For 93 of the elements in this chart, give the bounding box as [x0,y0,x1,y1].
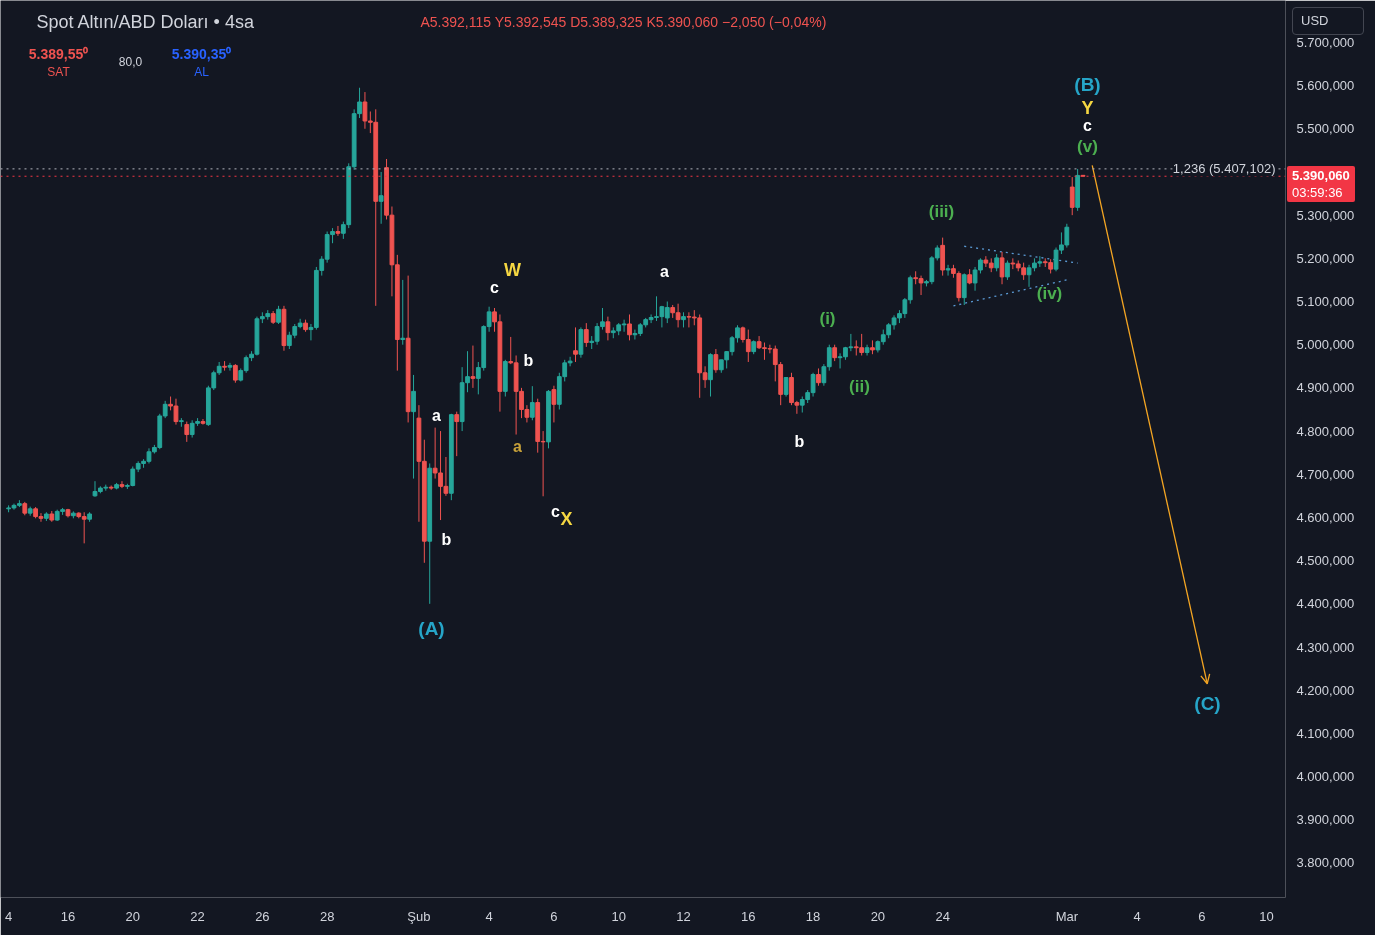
annotation: c [1083,117,1093,134]
x-tick-label: 4 [4,908,13,924]
annotation: a [660,263,670,280]
text: USD [1292,7,1364,35]
y-tick-label: 4.500,000 [1296,553,1355,569]
x-tick-label: Mar [1055,908,1079,924]
y-tick-label: 4.100,000 [1296,725,1355,741]
candlestick [119,480,125,489]
annotation: (i) [819,309,836,328]
annotation: (iv) [1036,284,1063,303]
x-tick-label: 24 [935,908,950,924]
candlestick [400,279,406,346]
candlestick [276,305,281,325]
x-tick-label: 6 [1198,908,1206,924]
candlestick [200,418,206,426]
y-tick-label: 4.200,000 [1296,682,1355,698]
y-tick-label: 5.000,000 [1296,337,1355,353]
y-tick-label: 5.300,000 [1296,207,1355,223]
x-tick-label: 10 [611,908,626,924]
x-tick-label: 20 [125,908,141,924]
annotation: SAT [47,64,71,79]
candlestick [470,345,476,389]
x-tick-label: 10 [1259,908,1274,924]
y-tick-label: 4.800,000 [1296,423,1355,439]
x-tick-label: 26 [255,908,270,924]
annotation: AL [194,64,210,79]
annotation: (ii) [849,377,870,396]
candlestick [627,313,632,341]
annotation: 5.390,35⁰ [171,45,232,62]
annotation: Y [1081,97,1094,118]
annotation: (C) [1194,693,1221,714]
annotation: (B) [1074,74,1101,95]
annotation: (A) [418,618,445,639]
annotation: a [513,438,523,455]
annotation: (iii) [928,202,955,221]
y-tick-label: 5.500,000 [1296,121,1355,137]
candlestick [227,362,233,372]
y-tick-label: 4.600,000 [1296,509,1355,525]
candlestick [605,316,611,341]
candlestick [583,322,589,348]
x-tick-label: 22 [190,908,205,924]
annotation: W [504,259,522,280]
text: A5.392,115 Y5.392,545 D5.389,325 K5.390,060 −2,050 (−0,04%) [420,13,827,30]
y-tick-label: 5.600,000 [1296,78,1355,94]
ref-line-label: 5.390,060 03:59:36 [1292,167,1350,201]
annotation: c [551,503,561,520]
x-tick-label: 16 [60,908,76,924]
candlestick [713,348,719,374]
candlestick [999,251,1005,285]
candlestick [551,385,557,423]
y-tick-label: 3.800,000 [1296,855,1355,871]
y-tick-label: 4.300,000 [1296,639,1355,655]
ref-line-label: 1,236 (5.407,102) [1172,161,1276,177]
y-tick-label: 5.100,000 [1296,294,1355,310]
x-tick-label: 4 [485,908,493,924]
y-tick-label: 5.200,000 [1296,250,1355,266]
annotation: c [490,279,500,296]
annotation: b [523,352,534,369]
y-tick-label: 4.700,000 [1296,466,1355,482]
candlestick [529,385,535,421]
x-tick-label: 20 [870,908,886,924]
annotation: 5.389,55⁰ [28,45,89,62]
text: Spot Altın/ABD Doları • 4sa [36,11,255,32]
x-tick-label: 4 [1133,908,1141,924]
candlestick [961,272,967,306]
x-tick-label: 28 [319,908,335,924]
y-tick-label: 4.000,000 [1296,769,1355,785]
candlestick [454,411,460,457]
annotation: 80,0 [118,55,143,69]
candlestick [945,264,951,277]
candlestick [783,376,789,398]
x-tick-label: 18 [805,908,821,924]
y-tick-label: 4.400,000 [1296,596,1355,612]
candlestick [335,225,341,237]
y-tick-label: 3.900,000 [1296,812,1355,828]
x-tick-label: 12 [676,908,691,924]
y-tick-label: 4.900,000 [1296,380,1355,396]
annotation: b [794,433,805,450]
candlestick [1005,259,1010,281]
annotation: a [432,407,442,424]
candlestick [378,171,384,225]
candlestick [1069,176,1075,216]
annotation: b [441,531,452,548]
y-tick-label: 5.700,000 [1296,34,1355,50]
x-tick-label: 16 [741,908,756,924]
x-tick-label: 6 [550,908,558,924]
candlestick [184,421,190,443]
annotation: X [560,508,573,529]
annotation: (v) [1077,137,1098,156]
candlestick [232,363,238,384]
candlestick [411,374,416,480]
candlestick [573,326,578,363]
x-tick-label: Şub [407,908,431,924]
